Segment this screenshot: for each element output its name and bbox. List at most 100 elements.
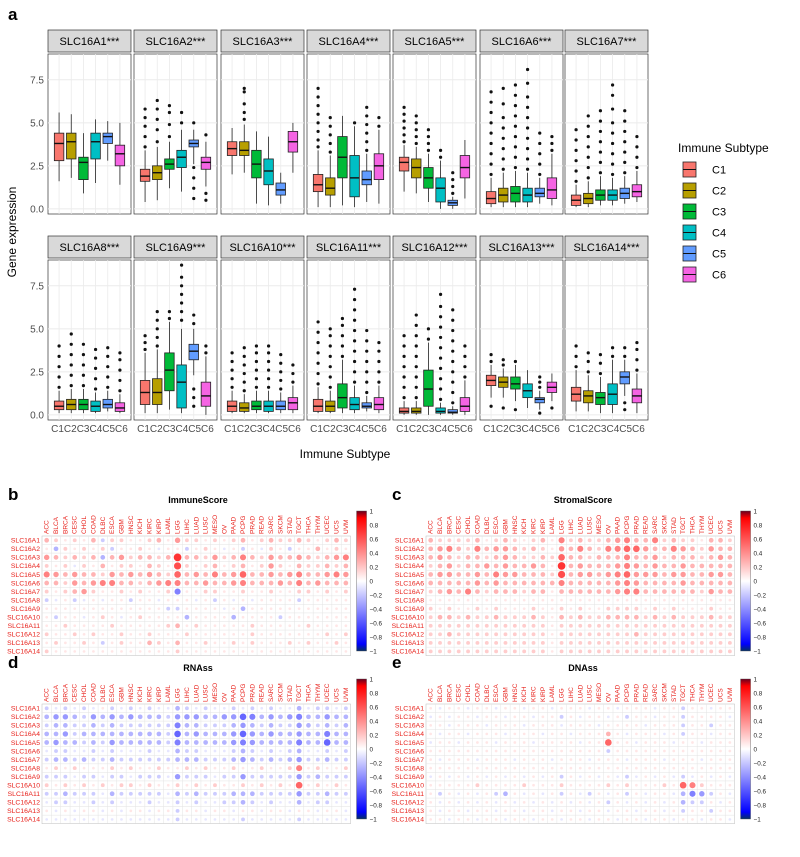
correlation-dot: [623, 571, 631, 578]
correlation-dot: [269, 800, 273, 805]
box-c4: [607, 83, 618, 206]
correlation-dot: [493, 614, 499, 620]
correlation-dot: [541, 741, 545, 744]
correlation-dot: [690, 623, 695, 628]
column-label: ESCA: [109, 516, 116, 534]
column-label: TGCT: [296, 684, 303, 702]
correlation-dot: [213, 607, 217, 611]
correlation-dot: [128, 714, 134, 720]
correlation-dot: [560, 598, 563, 602]
correlation-dot: [718, 580, 723, 586]
correlation-dot: [475, 632, 480, 637]
correlation-dot: [307, 749, 310, 753]
correlation-dot: [485, 706, 489, 710]
correlation-dot: [213, 589, 217, 594]
column-label: SKCM: [661, 515, 668, 534]
correlation-dot: [203, 791, 208, 796]
correlation-dot: [249, 713, 256, 720]
correlation-dot: [203, 757, 208, 762]
box-c3: [595, 109, 606, 206]
correlation-dot: [671, 632, 676, 637]
correlation-dot: [493, 571, 500, 578]
correlation-dot: [138, 641, 142, 645]
correlation-dot: [596, 555, 602, 560]
correlation-dot: [63, 783, 68, 788]
correlation-dot: [485, 538, 489, 542]
box-body: [546, 177, 558, 199]
outlier-point: [414, 354, 418, 358]
correlation-dot: [128, 571, 134, 578]
correlation-dot: [429, 783, 433, 787]
correlation-dot: [465, 563, 471, 569]
column-label: UVM: [727, 520, 734, 534]
correlation-dot: [541, 732, 545, 736]
correlation-dot: [166, 623, 171, 628]
correlation-dot: [109, 714, 115, 720]
correlation-dot: [718, 649, 723, 654]
column-label: TGCT: [296, 516, 303, 534]
facet-title: SLC16A7***: [577, 36, 638, 48]
correlation-dot: [604, 739, 612, 746]
correlation-dot: [625, 640, 629, 645]
correlation-dot: [307, 766, 310, 770]
outlier-point: [402, 112, 406, 116]
correlation-dot: [532, 809, 535, 813]
correlation-dot: [465, 555, 471, 560]
box-c1: [53, 344, 65, 414]
outlier-point: [179, 121, 184, 125]
correlation-dot: [64, 598, 67, 602]
correlation-dot: [91, 589, 96, 594]
correlation-dot: [91, 723, 96, 728]
correlation-dot: [156, 572, 162, 577]
correlation-dot: [588, 775, 591, 779]
x-tick-labels: C1C2C3C4C5C6: [310, 424, 387, 435]
box-body: [459, 155, 471, 179]
correlation-dot: [623, 554, 631, 561]
correlation-dot: [222, 791, 227, 796]
correlation-dot: [484, 615, 489, 620]
correlation-dot: [700, 706, 704, 710]
correlation-dot: [625, 791, 629, 796]
correlation-dot: [335, 615, 338, 619]
row-label: SLC16A14: [391, 817, 424, 824]
correlation-dot: [73, 809, 77, 813]
outlier-point: [501, 136, 505, 140]
correlation-dot: [578, 741, 582, 744]
outlier-point: [106, 354, 110, 358]
outlier-point: [365, 122, 369, 127]
correlation-dot: [568, 563, 574, 569]
correlation-dot: [147, 800, 152, 805]
correlation-dot: [147, 714, 152, 720]
box-body: [114, 144, 126, 167]
correlation-dot: [174, 730, 181, 738]
correlation-dot: [428, 537, 434, 543]
correlation-dot: [110, 749, 115, 753]
outlier-point: [610, 107, 615, 111]
correlation-dot: [147, 731, 152, 737]
correlation-dot: [185, 598, 189, 602]
correlation-dot: [616, 758, 620, 761]
correlation-dot: [213, 547, 217, 551]
outlier-point: [451, 401, 455, 405]
column-label: SKCM: [277, 683, 284, 702]
correlation-dot: [456, 538, 461, 543]
correlation-dot: [82, 766, 86, 770]
column-label: SARC: [652, 516, 659, 534]
correlation-dot: [681, 632, 686, 637]
correlation-dot: [120, 706, 123, 710]
outlier-point: [451, 328, 455, 333]
correlation-dot: [316, 641, 320, 645]
correlation-dot: [278, 572, 283, 577]
correlation-dot: [119, 731, 124, 737]
correlation-dot: [456, 572, 462, 577]
correlation-dot: [540, 546, 545, 551]
correlation-dot: [578, 640, 583, 645]
correlation-dot: [503, 640, 508, 645]
correlation-dot: [193, 555, 199, 560]
correlation-dot: [166, 766, 170, 770]
facet-title: SLC16A10***: [229, 242, 296, 254]
correlation-dot: [72, 740, 78, 745]
outlier-point: [438, 155, 443, 159]
correlation-dot: [531, 555, 536, 560]
box-body: [102, 398, 113, 409]
